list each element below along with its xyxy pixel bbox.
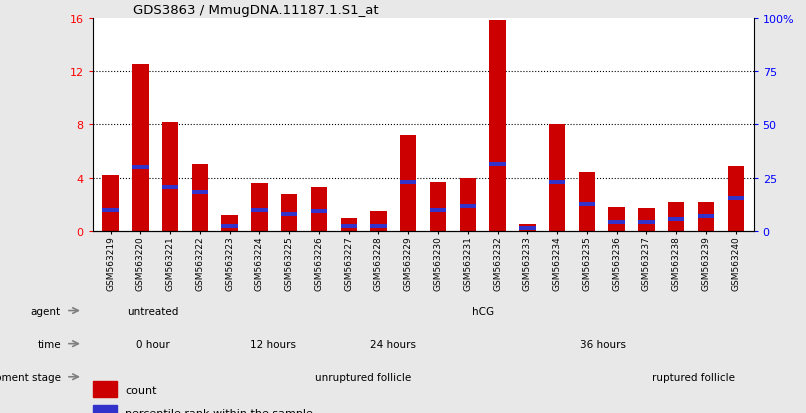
Bar xyxy=(222,215,238,231)
Bar xyxy=(668,202,684,231)
Text: ruptured follicle: ruptured follicle xyxy=(652,372,735,382)
Bar xyxy=(400,135,417,231)
Bar xyxy=(519,225,535,231)
Bar xyxy=(370,211,387,231)
Text: agent: agent xyxy=(31,306,61,316)
Bar xyxy=(251,208,268,212)
Bar xyxy=(102,176,118,231)
Text: count: count xyxy=(125,385,156,395)
Bar xyxy=(579,173,595,231)
Text: 36 hours: 36 hours xyxy=(580,339,626,349)
Bar xyxy=(192,165,208,231)
Bar xyxy=(370,225,387,229)
Bar xyxy=(638,220,654,224)
Bar xyxy=(459,204,476,208)
Bar xyxy=(162,122,178,231)
Bar xyxy=(549,125,565,231)
Bar xyxy=(698,202,714,231)
Bar xyxy=(311,188,327,231)
Bar xyxy=(519,227,535,230)
Bar xyxy=(668,217,684,221)
Bar xyxy=(549,180,565,184)
Text: 24 hours: 24 hours xyxy=(370,339,416,349)
Bar xyxy=(132,65,148,231)
Text: time: time xyxy=(37,339,61,349)
Bar xyxy=(102,208,118,212)
Text: percentile rank within the sample: percentile rank within the sample xyxy=(125,408,313,413)
Bar xyxy=(638,209,654,231)
Bar xyxy=(311,209,327,214)
Bar xyxy=(162,185,178,190)
Bar xyxy=(430,208,447,212)
Bar xyxy=(400,180,417,184)
Bar xyxy=(132,166,148,169)
Bar xyxy=(281,194,297,231)
Bar xyxy=(93,381,117,396)
Bar xyxy=(609,220,625,224)
Text: 0 hour: 0 hour xyxy=(136,339,169,349)
Bar xyxy=(281,212,297,216)
Bar xyxy=(728,196,744,200)
Text: development stage: development stage xyxy=(0,372,61,382)
Text: untreated: untreated xyxy=(127,306,178,316)
Bar xyxy=(489,163,506,167)
Bar xyxy=(93,405,117,413)
Bar xyxy=(489,21,506,231)
Bar xyxy=(192,191,208,195)
Bar xyxy=(251,183,268,231)
Text: GDS3863 / MmugDNA.11187.1.S1_at: GDS3863 / MmugDNA.11187.1.S1_at xyxy=(133,4,379,17)
Bar xyxy=(728,166,744,231)
Text: hCG: hCG xyxy=(472,306,494,316)
Bar xyxy=(340,225,357,229)
Bar xyxy=(579,203,595,206)
Bar xyxy=(340,218,357,231)
Text: 12 hours: 12 hours xyxy=(250,339,296,349)
Bar xyxy=(698,215,714,218)
Bar xyxy=(430,182,447,231)
Text: unruptured follicle: unruptured follicle xyxy=(315,372,411,382)
Bar xyxy=(222,224,238,228)
Bar xyxy=(459,178,476,231)
Bar xyxy=(609,207,625,231)
